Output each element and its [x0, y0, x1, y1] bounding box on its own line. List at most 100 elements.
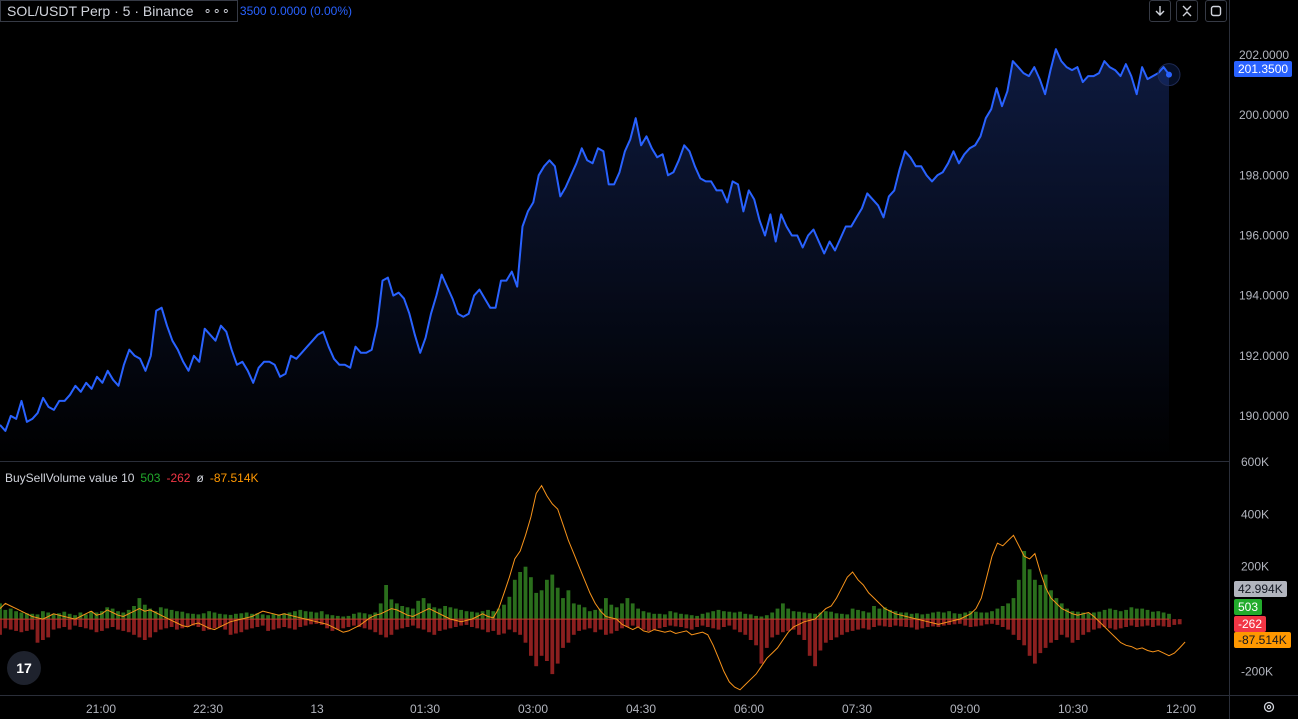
buy-volume-bar: [73, 615, 77, 620]
sell-volume-bar: [743, 619, 748, 635]
sell-volume-bar: [754, 619, 758, 646]
sell-volume-bar: [604, 619, 608, 635]
sell-volume-bar: [1145, 619, 1150, 626]
buy-volume-bar: [298, 609, 303, 620]
collapse-icon[interactable]: [1176, 0, 1198, 22]
sell-volume-bar: [287, 619, 292, 629]
sell-volume-bar: [1102, 619, 1107, 627]
symbol-text: SOL/USDT Perp · 5 · Binance: [7, 3, 194, 19]
buy-volume-bar: [368, 614, 372, 620]
buy-volume-bar: [228, 614, 233, 620]
buy-volume-bar: [984, 612, 989, 619]
sell-volume-bar: [571, 619, 576, 635]
price-tick-label: 190.0000: [1239, 409, 1289, 423]
buy-volume-bar: [807, 613, 812, 620]
buy-volume-bar: [1043, 574, 1048, 620]
sell-volume-bar: [582, 619, 587, 630]
sell-volume-bar: [684, 619, 689, 629]
buy-volume-bar: [255, 613, 260, 620]
buy-volume-bar: [1070, 611, 1075, 620]
sell-volume-bar: [470, 619, 474, 627]
sell-volume-bar: [244, 619, 249, 630]
buy-volume-bar: [212, 612, 217, 619]
indicator-phi: ø: [196, 471, 204, 485]
buy-volume-bar: [19, 612, 24, 619]
buy-volume-bar: [121, 612, 126, 619]
indicator-sell-value: -262: [166, 471, 191, 485]
buy-volume-bar: [1022, 551, 1027, 620]
buy-volume-bar: [920, 614, 925, 620]
volume-tick-label: 400K: [1241, 507, 1269, 521]
buy-volume-bar: [448, 607, 453, 620]
sell-volume-bar: [389, 619, 394, 635]
buy-volume-bar: [850, 608, 855, 620]
volume-pos-tag: 42.994K: [1234, 581, 1287, 597]
sell-volume-bar: [1156, 619, 1161, 626]
time-tick-label: 13: [310, 702, 324, 716]
sell-volume-bar: [791, 619, 796, 630]
sell-volume-bar: [1043, 619, 1048, 648]
buy-volume-bar: [813, 613, 817, 619]
sell-volume-bar: [405, 619, 410, 627]
buy-volume-bar: [459, 609, 463, 620]
sell-volume-bar: [625, 619, 630, 627]
sell-volume-bar: [1113, 619, 1118, 630]
buy-volume-bar: [271, 613, 276, 619]
sell-volume-bar: [840, 619, 844, 635]
buy-volume-bar: [700, 613, 705, 619]
sell-volume-bar: [1097, 619, 1102, 629]
buy-volume-bar: [614, 607, 619, 620]
price-tick-label: 198.0000: [1239, 168, 1289, 182]
buy-volume-bar: [3, 609, 8, 620]
buy-volume-bar: [818, 612, 823, 619]
buy-volume-bar: [223, 614, 228, 620]
sell-volume-bar: [861, 619, 866, 629]
buy-volume-bar: [840, 613, 844, 619]
buy-volume-bar: [502, 604, 506, 620]
sell-volume-bar: [502, 619, 506, 634]
sell-volume-bar: [1161, 619, 1166, 627]
buy-volume-bar: [1000, 606, 1005, 620]
sell-volume-bar: [228, 619, 233, 635]
buy-volume-bar: [1049, 590, 1053, 620]
sell-volume-bar: [689, 619, 694, 630]
buy-volume-bar: [83, 614, 88, 620]
buy-volume-bar: [861, 611, 866, 620]
tradingview-logo[interactable]: 17: [7, 651, 41, 685]
buy-volume-bar: [330, 615, 335, 620]
buy-volume-bar: [1065, 608, 1069, 620]
sell-tag: -262: [1234, 616, 1267, 632]
sell-volume-bar: [587, 619, 592, 629]
arrow-down-icon[interactable]: [1149, 0, 1171, 22]
sell-volume-bar: [925, 619, 930, 627]
buy-volume-bar: [952, 613, 957, 620]
settings-gear-icon[interactable]: [1262, 700, 1276, 717]
sell-volume-bar: [335, 619, 340, 630]
buy-volume-bar: [539, 590, 544, 620]
sell-volume-bar: [845, 619, 850, 633]
sell-volume-bar: [89, 619, 93, 630]
buy-volume-bar: [201, 613, 206, 620]
indicator-legend[interactable]: BuySellVolume value 10 503 -262 ø -87.51…: [5, 471, 259, 485]
buy-volume-bar: [609, 604, 614, 620]
sell-volume-bar: [427, 619, 431, 633]
symbol-title[interactable]: SOL/USDT Perp · 5 · Binance ∘∘∘: [0, 0, 238, 22]
sell-volume-bar: [1011, 619, 1016, 635]
buy-volume-bar: [722, 611, 726, 620]
buy-volume-bar: [646, 612, 651, 619]
sell-volume-bar: [829, 619, 833, 640]
buy-volume-bar: [1054, 598, 1059, 619]
fullscreen-icon[interactable]: [1205, 0, 1227, 22]
sell-volume-bar: [593, 619, 598, 633]
buy-volume-bar: [1027, 569, 1032, 619]
sell-volume-bar: [400, 619, 405, 629]
sell-volume-bar: [770, 619, 775, 638]
buy-volume-bar: [282, 613, 287, 620]
sell-volume-bar: [577, 619, 581, 631]
more-dots-icon[interactable]: ∘∘∘: [203, 3, 231, 18]
sell-volume-bar: [968, 619, 973, 627]
sell-volume-bar: [652, 619, 657, 630]
buy-volume-bar: [341, 616, 346, 620]
